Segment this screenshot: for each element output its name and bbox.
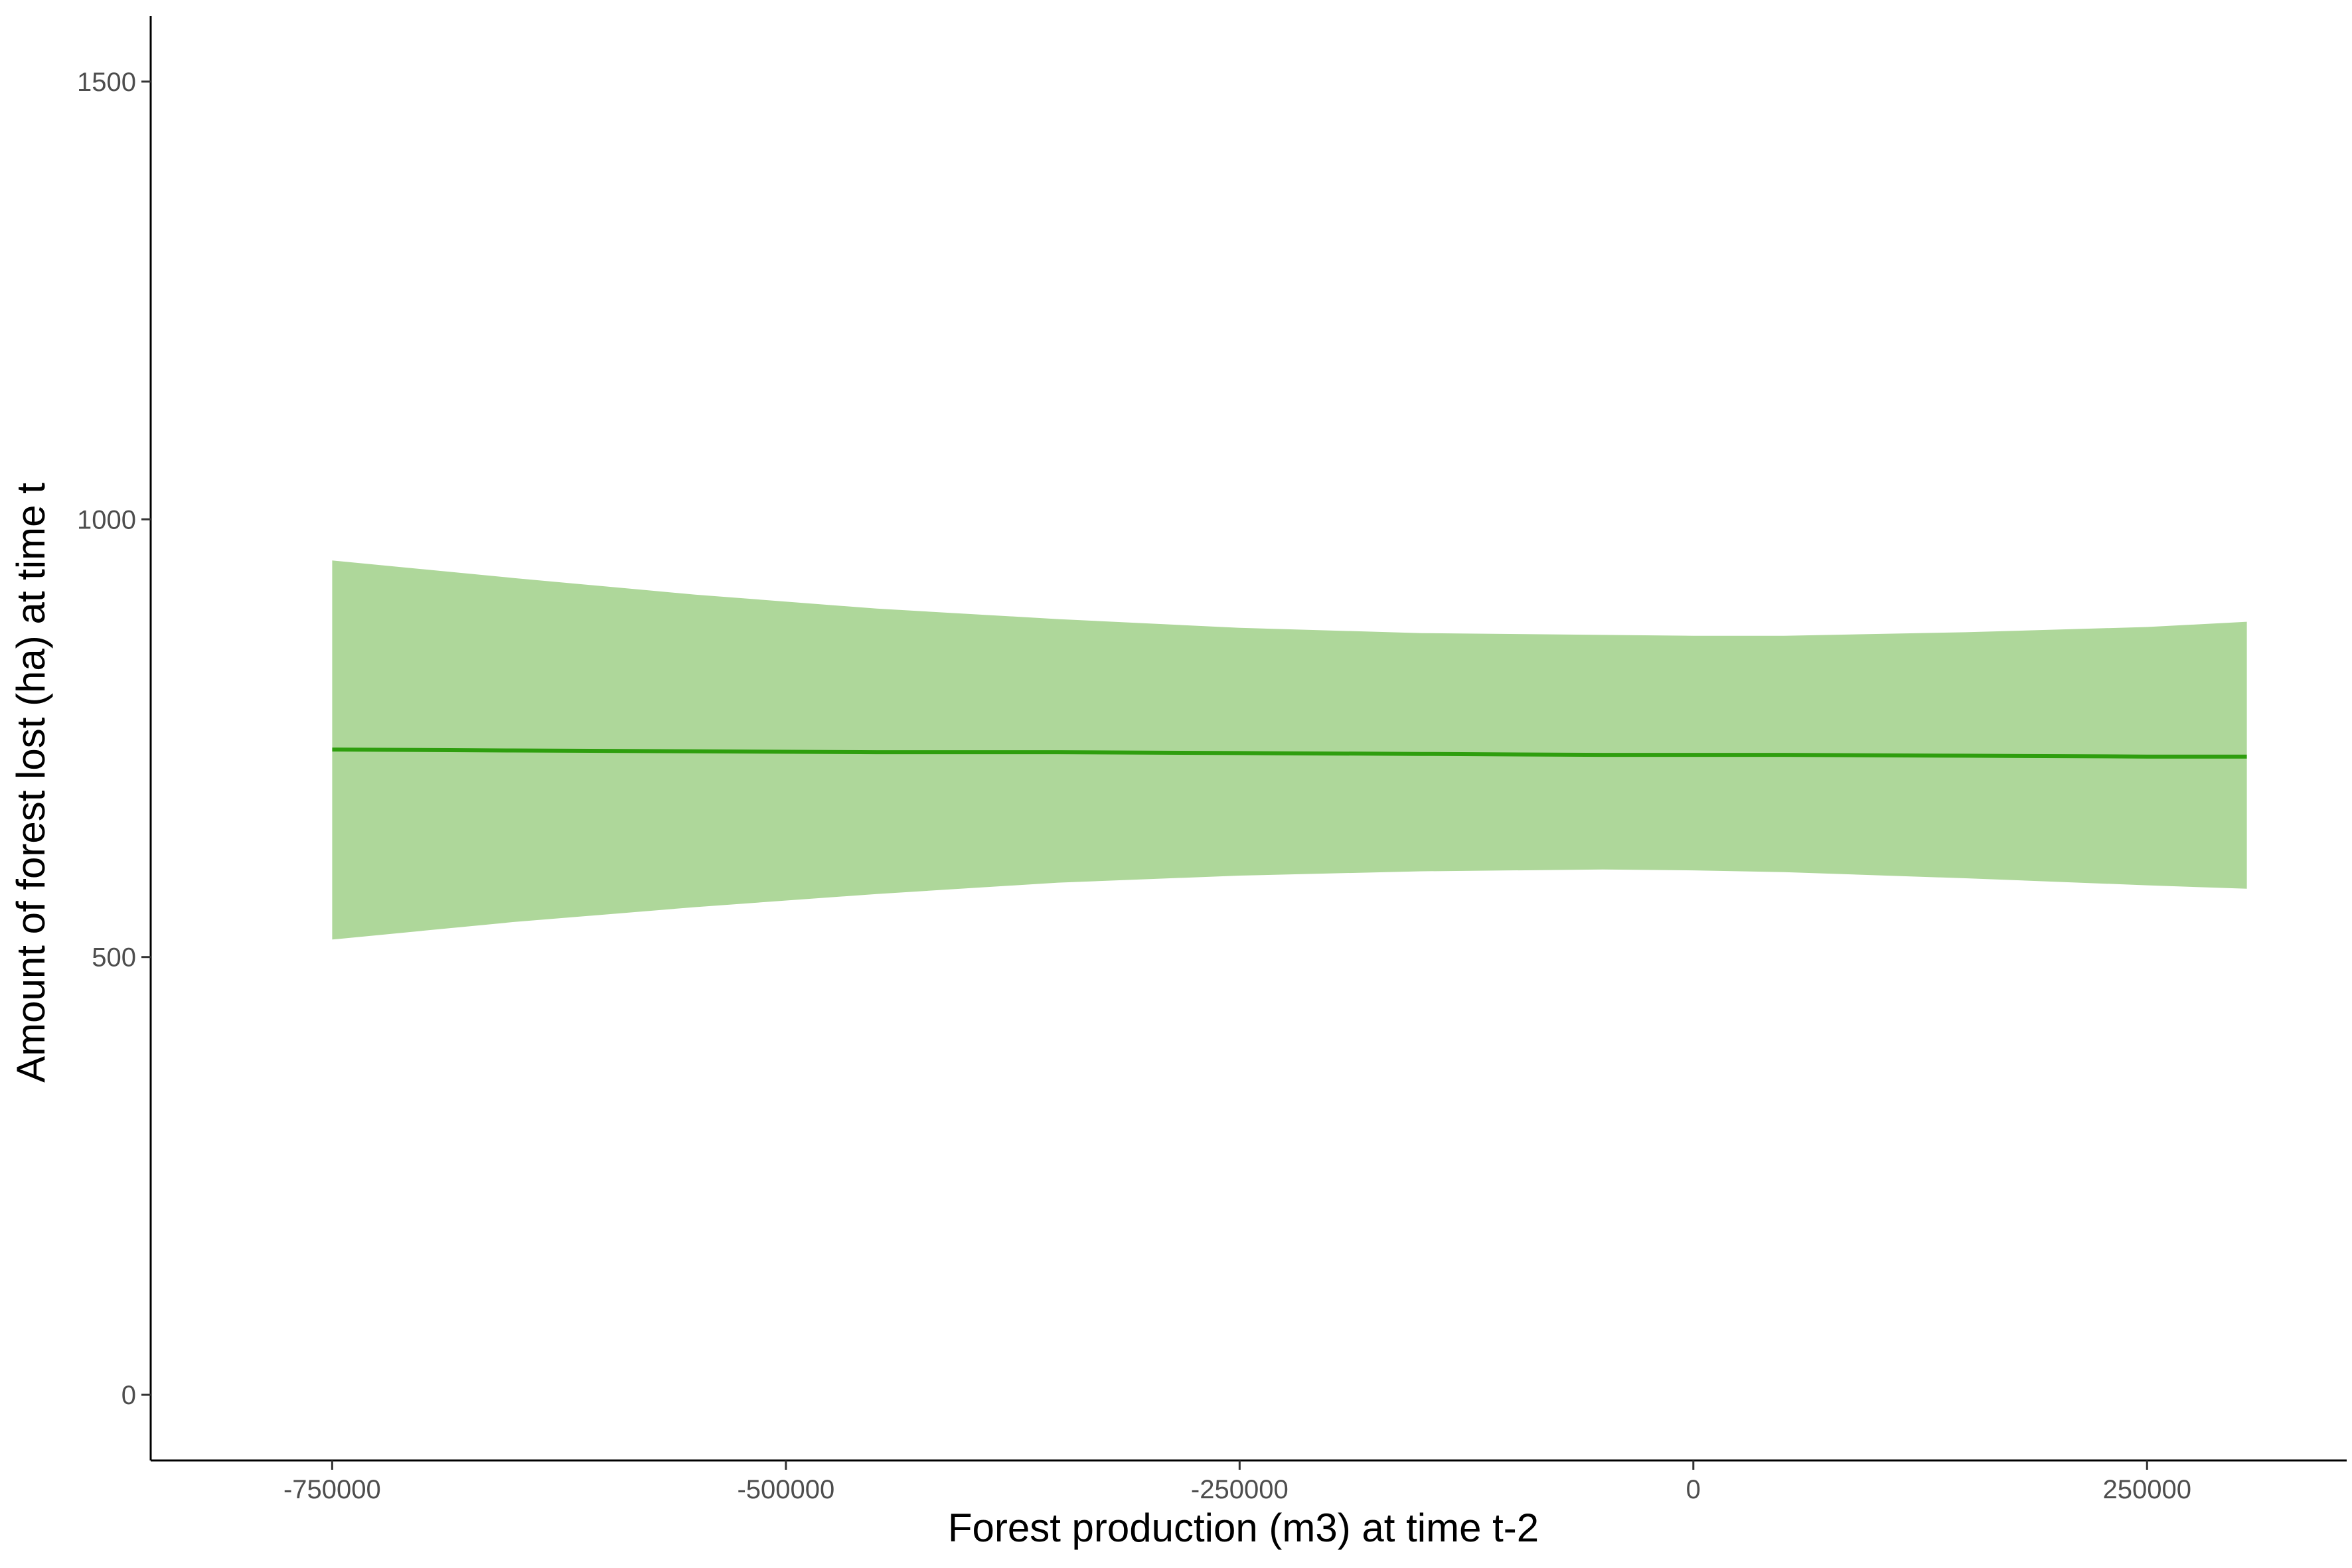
- x-tick-label: -750000: [283, 1475, 381, 1504]
- x-tick-label: -500000: [737, 1475, 834, 1504]
- y-tick-label: 1000: [77, 505, 136, 534]
- x-axis-title: Forest production (m3) at time t-2: [948, 1506, 1539, 1550]
- y-tick-label: 1500: [77, 68, 136, 97]
- confidence-band-0: [332, 560, 2247, 940]
- fit-line-0: [332, 747, 2247, 759]
- y-tick-label: 0: [121, 1381, 136, 1410]
- plot-area: [332, 560, 2247, 940]
- axes: -750000 -500000 -250000 0 250000 0 500 1000 1500: [77, 16, 2347, 1504]
- x-tick-label: -250000: [1191, 1475, 1289, 1504]
- y-tick-label: 500: [92, 943, 136, 973]
- y-axis-title: Amount of forest lost (ha) at time t: [9, 483, 53, 1083]
- x-tick-label: 0: [1686, 1475, 1701, 1504]
- x-tick-label: 250000: [2103, 1475, 2191, 1504]
